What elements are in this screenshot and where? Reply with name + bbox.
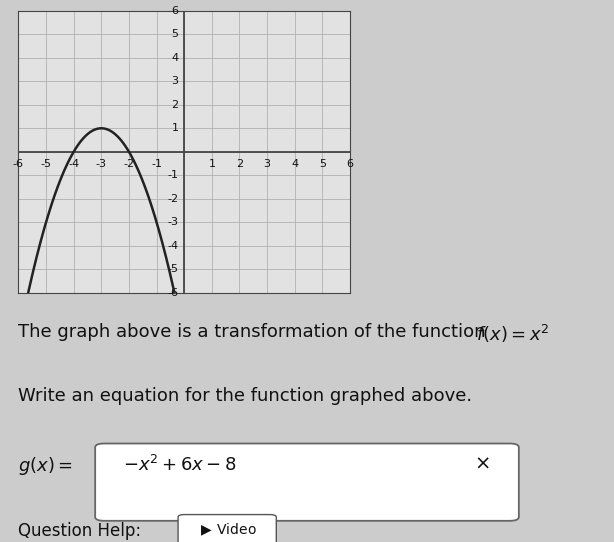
Text: -2: -2 (123, 159, 134, 169)
Text: Write an equation for the function graphed above.: Write an equation for the function graph… (18, 388, 473, 405)
Text: 3: 3 (172, 76, 179, 86)
Text: 6: 6 (172, 6, 179, 16)
Text: Question Help:: Question Help: (18, 522, 147, 540)
Text: -4: -4 (68, 159, 79, 169)
Text: -2: -2 (168, 193, 179, 204)
Text: -3: -3 (96, 159, 107, 169)
Text: $-x^2 + 6x - 8$: $-x^2 + 6x - 8$ (123, 455, 236, 475)
Text: ×: × (475, 455, 491, 474)
Text: 3: 3 (263, 159, 271, 169)
Text: 1: 1 (172, 123, 179, 133)
Text: 6: 6 (346, 159, 354, 169)
Text: 2: 2 (236, 159, 243, 169)
Text: 1: 1 (208, 159, 216, 169)
FancyBboxPatch shape (178, 514, 276, 542)
Text: $\blacktriangleright\,\mathregular{Video}$: $\blacktriangleright\,\mathregular{Video… (198, 521, 257, 538)
Text: $g(x) = $: $g(x) = $ (18, 455, 73, 477)
Text: 5: 5 (319, 159, 326, 169)
Text: -3: -3 (168, 217, 179, 227)
Text: 2: 2 (171, 100, 179, 110)
Text: -5: -5 (41, 159, 52, 169)
Text: -4: -4 (168, 241, 179, 251)
Text: The graph above is a transformation of the function: The graph above is a transformation of t… (18, 322, 492, 340)
Text: -1: -1 (151, 159, 162, 169)
Text: 5: 5 (172, 29, 179, 40)
Text: 4: 4 (291, 159, 298, 169)
Text: -1: -1 (168, 170, 179, 180)
Text: -5: -5 (168, 264, 179, 274)
Text: 4: 4 (171, 53, 179, 63)
Text: -6: -6 (168, 288, 179, 298)
Text: $f(x) = x^2$: $f(x) = x^2$ (476, 322, 549, 345)
Text: -6: -6 (13, 159, 24, 169)
FancyBboxPatch shape (95, 443, 519, 521)
